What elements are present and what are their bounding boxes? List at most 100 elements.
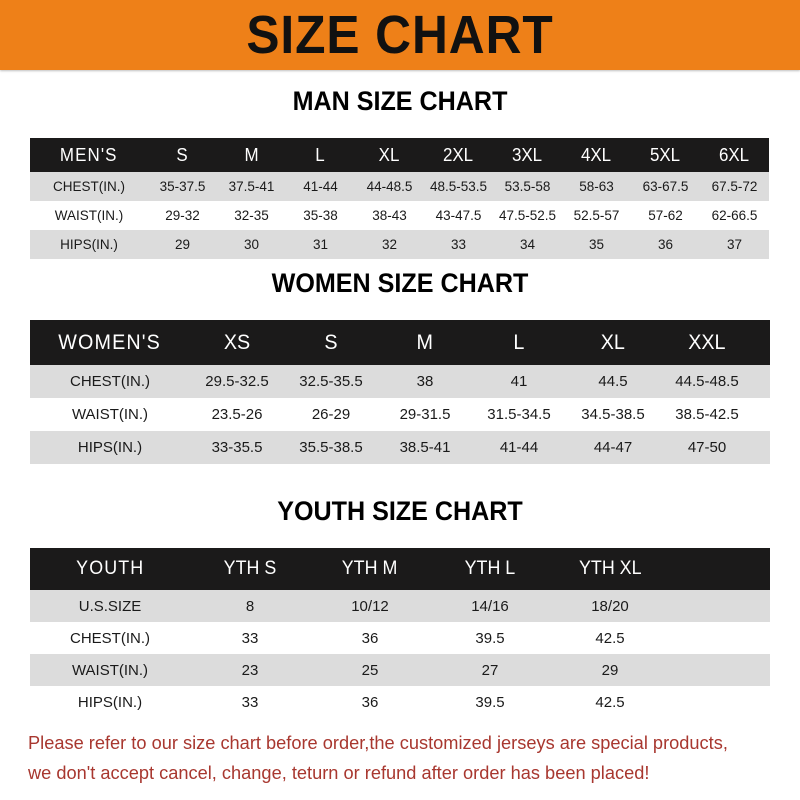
youth-size-table: YOUTH YTH S YTH M YTH L YTH XL U.S.SIZE 8 10/12… [30,548,770,718]
men-column-header: 5XL [650,144,681,165]
youth-column-header: YTH M [342,558,398,579]
men-cell: 33 [450,237,467,252]
men-column-header: 2XL [443,144,474,165]
page-banner: SIZE CHART [0,0,800,70]
men-column-header: 6XL [719,144,750,165]
women-cell: 47-50 [687,439,727,456]
women-cell: 38 [416,373,434,390]
men-table-grid: MEN'S S M L XL 2XL 3XL 4XL 5XL 6XL CHEST(IN.) 35-37… [30,138,769,259]
men-cell: 62-66.5 [711,208,758,223]
men-cell: 35 [588,237,605,252]
order-policy-line-2: we don't accept cancel, change, teturn o… [28,762,650,783]
youth-row-label: CHEST(IN.) [70,629,150,647]
women-row-spacer [754,398,770,431]
women-row-label: CHEST(IN.) [70,373,150,390]
women-cell: 29.5-32.5 [205,373,269,390]
youth-row-label: U.S.SIZE [78,597,142,615]
men-cell: 35-37.5 [159,179,206,194]
order-policy-note: Please refer to our size chart before or… [28,728,780,788]
youth-row-spacer [670,622,770,654]
women-size-table: WOMEN'S XS S M L XL XXL CHEST(IN.) 29.5-32.5 32.5… [30,320,770,464]
table-row: HIPS(IN.) 29 30 31 32 33 34 35 36 37 [30,230,769,259]
women-cell: 32.5-35.5 [299,373,363,390]
youth-cell: 42.5 [595,629,625,647]
page-title: SIZE CHART [246,5,554,65]
men-cell: 31 [312,237,329,252]
men-cell: 32 [381,237,398,252]
men-row-label: HIPS(IN.) [60,237,118,252]
women-column-header: XL [600,330,626,354]
women-row-spacer [754,365,770,398]
men-cell: 63-67.5 [642,179,689,194]
youth-cell: 39.5 [475,629,505,647]
men-header-row: MEN'S S M L XL 2XL 3XL 4XL 5XL 6XL [30,138,769,172]
table-row: CHEST(IN.) 29.5-32.5 32.5-35.5 38 41 44.5 44.5… [30,365,770,398]
youth-cell: 18/20 [591,597,629,615]
men-cell: 35-38 [303,208,338,223]
women-table-grid: WOMEN'S XS S M L XL XXL CHEST(IN.) 29.5-32.5 32.5… [30,320,770,464]
table-row: U.S.SIZE 8 10/12 14/16 18/20 [30,590,770,622]
youth-header-label: YOUTH [75,558,145,579]
men-cell: 37.5-41 [228,179,275,194]
men-cell: 43-47.5 [435,208,482,223]
men-header-label: MEN'S [60,144,118,165]
youth-cell: 39.5 [475,693,505,711]
men-column-header: 4XL [581,144,612,165]
women-row-label: WAIST(IN.) [71,406,149,423]
youth-cell: 25 [361,661,379,679]
men-cell: 41-44 [303,179,338,194]
table-row: CHEST(IN.) 35-37.5 37.5-41 41-44 44-48.5 48.5… [30,172,769,201]
women-header-label: WOMEN'S [58,330,162,354]
men-column-header: 3XL [512,144,543,165]
women-row-spacer [754,431,770,464]
men-cell: 58-63 [579,179,614,194]
men-cell: 57-62 [648,208,683,223]
youth-cell: 14/16 [471,597,509,615]
table-row: HIPS(IN.) 33 36 39.5 42.5 [30,686,770,718]
men-column-header: XL [379,144,400,165]
youth-table-grid: YOUTH YTH S YTH M YTH L YTH XL U.S.SIZE 8 10/12… [30,548,770,718]
women-section-title: WOMEN SIZE CHART [271,268,529,298]
men-cell: 36 [657,237,674,252]
order-policy-line-1: Please refer to our size chart before or… [28,732,728,753]
youth-row-label: WAIST(IN.) [71,661,149,679]
youth-row-spacer [670,590,770,622]
youth-cell: 10/12 [351,597,389,615]
table-row: WAIST(IN.) 29-32 32-35 35-38 38-43 43-47.5 47.… [30,201,769,230]
youth-cell: 27 [481,661,499,679]
men-cell: 48.5-53.5 [429,179,488,194]
men-cell: 38-43 [372,208,407,223]
men-cell: 44-48.5 [366,179,413,194]
men-cell: 52.5-57 [573,208,620,223]
women-column-header: M [416,330,434,354]
youth-row-spacer [670,654,770,686]
table-row: HIPS(IN.) 33-35.5 35.5-38.5 38.5-41 41-44 44-… [30,431,770,464]
women-column-header: L [513,330,525,354]
youth-cell: 33 [241,693,259,711]
men-row-label: WAIST(IN.) [54,208,124,223]
table-row: WAIST(IN.) 23.5-26 26-29 29-31.5 31.5-34.5 34… [30,398,770,431]
men-cell: 67.5-72 [711,179,758,194]
youth-cell: 23 [241,661,259,679]
women-cell: 41 [510,373,528,390]
men-cell: 30 [243,237,260,252]
women-cell: 35.5-38.5 [299,439,363,456]
women-cell: 31.5-34.5 [487,406,551,423]
men-row-label: CHEST(IN.) [53,179,125,194]
men-section-title: MAN SIZE CHART [292,86,508,116]
youth-row-spacer [670,686,770,718]
women-header-spacer [754,320,770,365]
women-cell: 38.5-42.5 [675,406,739,423]
women-cell: 33-35.5 [211,439,263,456]
youth-header-row: YOUTH YTH S YTH M YTH L YTH XL [30,548,770,590]
women-cell: 23.5-26 [211,406,263,423]
youth-cell: 29 [601,661,619,679]
youth-cell: 33 [241,629,259,647]
women-header-row: WOMEN'S XS S M L XL XXL [30,320,770,365]
youth-header-spacer [670,548,770,590]
women-cell: 38.5-41 [399,439,451,456]
women-cell: 44-47 [593,439,633,456]
men-cell: 32-35 [234,208,269,223]
youth-column-header: YTH S [223,558,277,579]
table-row: WAIST(IN.) 23 25 27 29 [30,654,770,686]
